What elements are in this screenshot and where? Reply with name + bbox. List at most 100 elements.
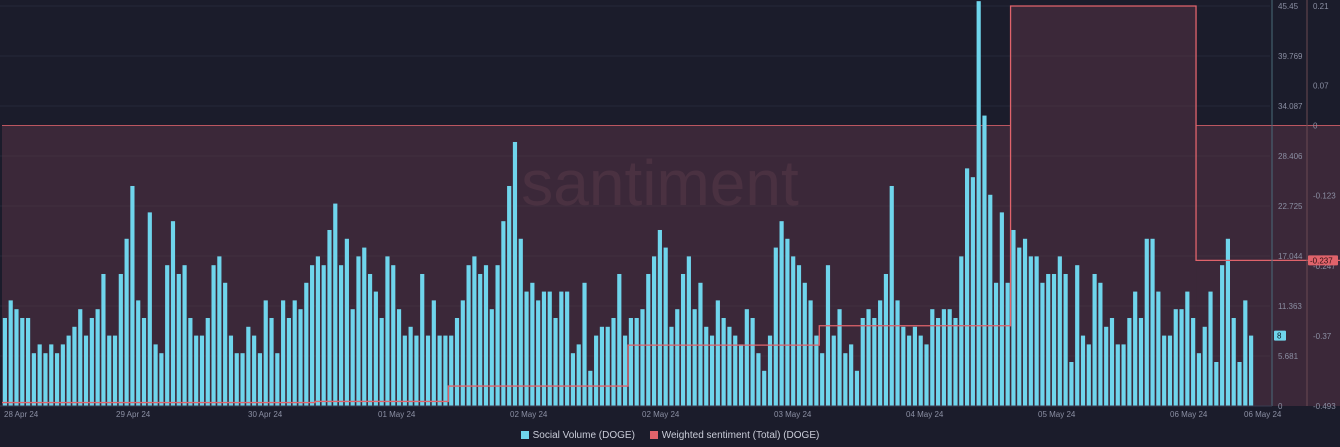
volume-bar[interactable] — [889, 185, 894, 406]
volume-bar[interactable] — [1138, 317, 1144, 406]
volume-bar[interactable] — [1191, 317, 1196, 406]
volume-bar[interactable] — [1017, 247, 1022, 406]
volume-bar[interactable] — [449, 335, 454, 406]
volume-bar[interactable] — [269, 317, 274, 406]
volume-bar[interactable] — [651, 256, 657, 406]
volume-bar[interactable] — [124, 238, 129, 406]
volume-bar[interactable] — [507, 185, 512, 406]
volume-bar[interactable] — [1104, 326, 1109, 406]
volume-bar[interactable] — [60, 344, 65, 406]
volume-bar[interactable] — [275, 353, 280, 406]
volume-bar[interactable] — [802, 282, 807, 406]
volume-bar[interactable] — [350, 309, 355, 406]
volume-bar[interactable] — [1225, 238, 1231, 406]
volume-bar[interactable] — [362, 247, 367, 406]
volume-bar[interactable] — [930, 309, 935, 406]
volume-bar[interactable] — [2, 317, 7, 406]
volume-bar[interactable] — [385, 256, 390, 406]
volume-bar[interactable] — [750, 317, 755, 406]
volume-bar[interactable] — [1115, 344, 1120, 406]
volume-bar[interactable] — [756, 353, 761, 406]
volume-bar[interactable] — [1080, 335, 1086, 406]
volume-bar[interactable] — [14, 309, 19, 406]
volume-bar[interactable] — [837, 309, 842, 406]
volume-bar[interactable] — [194, 335, 199, 406]
volume-bar[interactable] — [1005, 282, 1010, 406]
volume-bar[interactable] — [1069, 361, 1074, 406]
volume-bar[interactable] — [408, 326, 413, 406]
volume-bar[interactable] — [223, 282, 228, 406]
volume-bar[interactable] — [402, 335, 407, 406]
volume-bar[interactable] — [54, 353, 60, 406]
volume-bar[interactable] — [547, 291, 552, 406]
volume-bar[interactable] — [379, 317, 384, 406]
volume-bar[interactable] — [953, 317, 958, 406]
volume-bar[interactable] — [414, 335, 419, 406]
volume-bar[interactable] — [130, 185, 135, 406]
volume-bar[interactable] — [1127, 317, 1132, 406]
volume-bar[interactable] — [1231, 317, 1236, 406]
volume-bar[interactable] — [1028, 256, 1033, 406]
volume-bar[interactable] — [1040, 282, 1045, 406]
volume-bar[interactable] — [43, 353, 48, 406]
volume-bar[interactable] — [640, 309, 645, 406]
volume-bar[interactable] — [663, 247, 668, 406]
volume-bar[interactable] — [234, 353, 239, 406]
volume-bar[interactable] — [1133, 291, 1138, 406]
volume-bar[interactable] — [1051, 273, 1057, 406]
volume-bar[interactable] — [878, 300, 883, 406]
volume-bar[interactable] — [356, 256, 361, 406]
volume-bar[interactable] — [623, 335, 628, 406]
volume-bar[interactable] — [599, 326, 605, 406]
volume-bar[interactable] — [257, 353, 263, 406]
volume-bar[interactable] — [895, 300, 900, 406]
volume-bar[interactable] — [1086, 344, 1091, 406]
volume-bar[interactable] — [628, 317, 633, 406]
volume-bar[interactable] — [454, 317, 460, 406]
volume-bar[interactable] — [1167, 335, 1173, 406]
volume-bar[interactable] — [733, 335, 738, 406]
volume-bar[interactable] — [594, 335, 599, 406]
volume-bar[interactable] — [692, 309, 697, 406]
volume-bar[interactable] — [941, 309, 946, 406]
volume-bar[interactable] — [466, 265, 471, 406]
volume-bar[interactable] — [779, 221, 784, 406]
volume-bar[interactable] — [605, 326, 610, 406]
volume-bar[interactable] — [947, 309, 952, 406]
volume-bar[interactable] — [1046, 273, 1051, 406]
volume-bar[interactable] — [89, 317, 94, 406]
volume-bar[interactable] — [738, 344, 744, 406]
volume-bar[interactable] — [901, 326, 906, 406]
volume-bar[interactable] — [136, 300, 141, 406]
volume-bar[interactable] — [843, 353, 848, 406]
volume-bar[interactable] — [1075, 265, 1080, 406]
volume-bar[interactable] — [78, 309, 83, 406]
volume-bar[interactable] — [199, 335, 205, 406]
volume-bar[interactable] — [709, 335, 715, 406]
volume-bar[interactable] — [524, 291, 529, 406]
volume-bar[interactable] — [570, 353, 576, 406]
volume-bar[interactable] — [791, 256, 796, 406]
volume-bar[interactable] — [686, 256, 691, 406]
volume-bar[interactable] — [669, 326, 674, 406]
volume-bar[interactable] — [762, 370, 767, 406]
volume-bar[interactable] — [611, 317, 616, 406]
volume-bar[interactable] — [431, 300, 436, 406]
volume-bar[interactable] — [530, 282, 535, 406]
volume-bar[interactable] — [1249, 335, 1254, 406]
volume-bar[interactable] — [565, 291, 570, 406]
volume-bar[interactable] — [153, 344, 158, 406]
volume-bar[interactable] — [773, 247, 778, 406]
volume-bar[interactable] — [321, 265, 326, 406]
volume-bar[interactable] — [1011, 229, 1016, 406]
volume-bar[interactable] — [1214, 361, 1219, 406]
volume-bar[interactable] — [1243, 300, 1248, 406]
volume-bar[interactable] — [657, 229, 662, 406]
volume-bar[interactable] — [188, 317, 193, 406]
volume-bar[interactable] — [112, 335, 118, 406]
volume-bar[interactable] — [970, 177, 975, 406]
volume-bar[interactable] — [107, 335, 112, 406]
volume-bar[interactable] — [999, 212, 1004, 406]
volume-bar[interactable] — [437, 335, 442, 406]
volume-bar[interactable] — [72, 326, 77, 406]
